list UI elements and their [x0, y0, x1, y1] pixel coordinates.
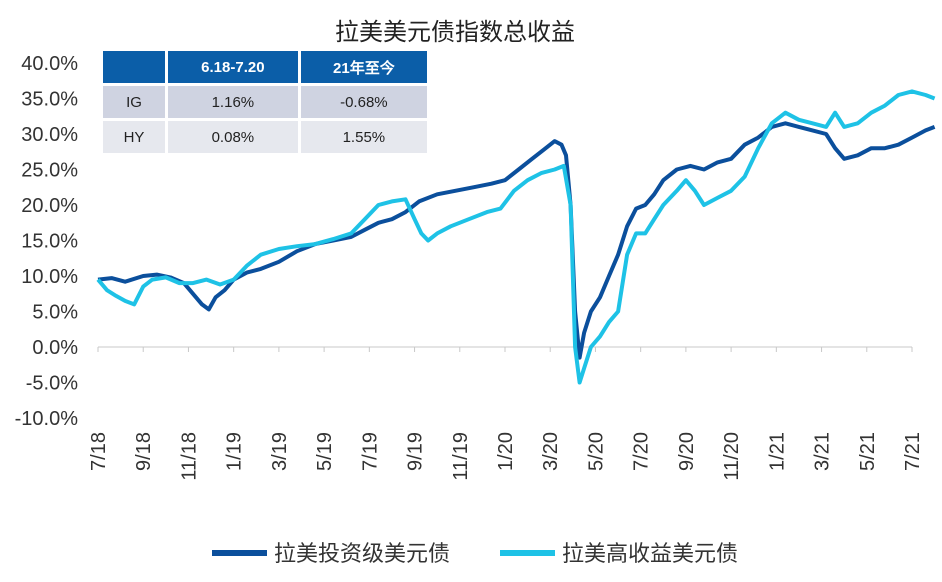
x-tick-label: 7/19 [359, 432, 381, 471]
x-tick-label: 11/20 [721, 432, 743, 481]
table-row-label: IG [103, 86, 165, 118]
plot-area [96, 89, 936, 385]
x-tick-label: 3/19 [269, 432, 291, 471]
table-row: HY 0.08% 1.55% [103, 121, 427, 153]
x-tick-label: 1/20 [495, 432, 517, 471]
x-tick-label: 5/21 [857, 432, 879, 471]
y-tick-label: 5.0% [32, 302, 78, 324]
legend: 拉美投资级美元债 拉美高收益美元债 [212, 541, 738, 566]
y-tick-label: 10.0% [21, 266, 78, 288]
y-tick-label: 35.0% [21, 89, 78, 111]
x-tick-label: 9/20 [676, 432, 698, 471]
table-row-label: HY [103, 121, 165, 153]
x-tick-label: 3/20 [540, 432, 562, 471]
table-cell: 1.55% [300, 121, 427, 153]
table-header-cell [103, 51, 165, 83]
y-tick-label: 0.0% [32, 337, 78, 359]
y-tick-label: -5.0% [26, 373, 78, 395]
y-tick-label: 30.0% [21, 124, 78, 146]
y-tick-label: 40.0% [21, 53, 78, 75]
x-tick-label: 7/20 [631, 432, 653, 471]
x-tick-label: 11/18 [178, 432, 200, 481]
table-header-cell: 21年至今 [300, 51, 427, 83]
legend-label: 拉美高收益美元债 [562, 541, 738, 566]
table-header-cell: 6.18-7.20 [168, 51, 298, 83]
y-tick-label: 15.0% [21, 231, 78, 253]
x-axis: 7/18 9/18 11/18 1/19 3/19 5/19 7/19 9/19 11/19 1/… [88, 346, 924, 481]
series-line [96, 89, 936, 385]
y-tick-label: -10.0% [15, 408, 79, 430]
y-axis: 40.0% 35.0% 30.0% 25.0% 20.0% 15.0% 10.0% 5.0% 0… [15, 53, 79, 430]
x-tick-label: 9/19 [405, 432, 427, 471]
x-tick-label: 1/21 [766, 432, 788, 471]
x-tick-label: 9/18 [133, 432, 155, 471]
x-tick-label: 5/20 [585, 432, 607, 471]
y-tick-label: 20.0% [21, 195, 78, 217]
y-tick-label: 25.0% [21, 160, 78, 182]
legend-label: 拉美投资级美元债 [274, 541, 450, 566]
chart-title: 拉美美元债指数总收益 [335, 19, 575, 46]
table-cell: 0.08% [168, 121, 298, 153]
series-line [97, 121, 936, 360]
x-tick-label: 1/19 [224, 432, 246, 471]
x-tick-label: 3/21 [812, 432, 834, 471]
table-cell: 1.16% [168, 86, 298, 118]
x-tick-label: 7/18 [88, 432, 110, 471]
summary-table: 6.18-7.20 21年至今 IG 1.16% -0.68% HY 0.08%… [100, 48, 430, 156]
x-tick-label: 5/19 [314, 432, 336, 471]
table-cell: -0.68% [300, 86, 427, 118]
table-row: IG 1.16% -0.68% [103, 86, 427, 118]
x-tick-label: 7/21 [902, 432, 924, 471]
table-header-row: 6.18-7.20 21年至今 [103, 51, 427, 83]
x-tick-label: 11/19 [450, 432, 472, 481]
